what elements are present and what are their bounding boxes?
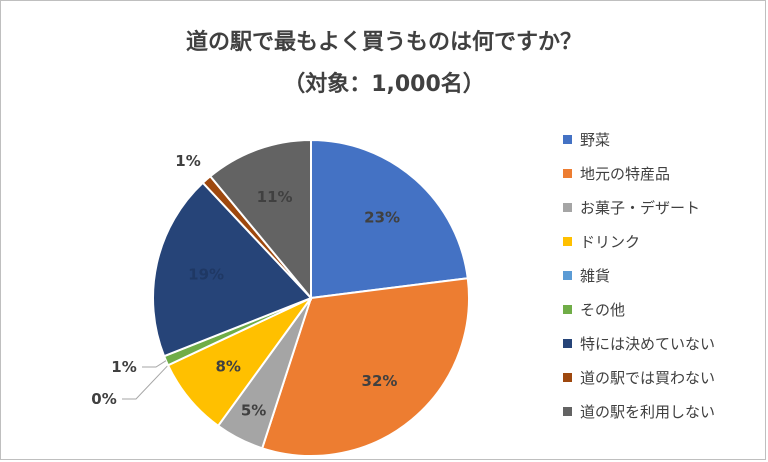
pie-slice-8 bbox=[208, 138, 312, 301]
legend-label-2: お菓子・デザート bbox=[580, 199, 701, 218]
legend-item-8: 道の駅を利用しない bbox=[563, 394, 763, 428]
leader-line-5 bbox=[142, 360, 167, 368]
legend-item-5: その他 bbox=[563, 292, 763, 326]
legend-item-6: 特には決めていない bbox=[563, 326, 763, 360]
pie-slice-0 bbox=[310, 138, 469, 300]
legend-swatch-4 bbox=[563, 271, 572, 280]
legend-label-3: ドリンク bbox=[580, 233, 641, 252]
pie-slice-1 bbox=[260, 277, 470, 457]
legend-swatch-2 bbox=[563, 203, 572, 213]
pie-data-label-6: 19% bbox=[188, 266, 224, 284]
legend-item-7: 道の駅では買わない bbox=[563, 360, 763, 394]
legend-label-0: 野菜 bbox=[580, 131, 611, 150]
legend-item-1: 地元の特産品 bbox=[563, 157, 763, 191]
pie-data-label-8: 11% bbox=[257, 188, 293, 206]
legend-label-4: 雑貨 bbox=[580, 267, 611, 285]
pie-slice-6 bbox=[152, 181, 313, 358]
chart-title: 道の駅で最もよく買うものは何ですか？ bbox=[185, 30, 582, 55]
legend-label-1: 地元の特産品 bbox=[580, 165, 671, 184]
chart-subtitle: （対象：1,000名） bbox=[283, 72, 485, 97]
legend-swatch-0 bbox=[563, 135, 572, 145]
legend-item-3: ドリンク bbox=[563, 225, 763, 259]
chart-legend: 野菜地元の特産品お菓子・デザート ドリンク雑貨その他特には決めていない 道の駅では買… bbox=[563, 123, 763, 428]
legend-item-2: お菓子・デザート bbox=[563, 191, 763, 225]
legend-label-8: 道の駅を利用しない bbox=[580, 402, 716, 421]
pie-data-label-7: 1% bbox=[175, 152, 200, 170]
pie-data-label-1: 32% bbox=[362, 372, 398, 390]
legend-label-6: 特には決めていない bbox=[580, 334, 716, 353]
legend-swatch-6 bbox=[563, 338, 572, 348]
pie-data-label-0: 23% bbox=[364, 208, 400, 226]
legend-swatch-3 bbox=[563, 237, 572, 247]
pie-data-label-4: 0% bbox=[91, 390, 116, 408]
legend-item-4: 雑貨 bbox=[563, 259, 763, 293]
legend-label-5: その他 bbox=[580, 300, 626, 319]
pie-data-label-3: 8% bbox=[215, 358, 240, 376]
pie-data-label-2: 5% bbox=[241, 402, 266, 420]
legend-label-7: 道の駅では買わない bbox=[580, 368, 716, 387]
legend-swatch-1 bbox=[563, 169, 572, 179]
legend-swatch-8 bbox=[563, 406, 572, 416]
leader-line-4 bbox=[122, 364, 169, 400]
legend-item-0: 野菜 bbox=[563, 123, 763, 157]
pie-data-label-5: 1% bbox=[111, 358, 136, 376]
legend-swatch-5 bbox=[563, 304, 572, 314]
legend-swatch-7 bbox=[563, 372, 572, 382]
